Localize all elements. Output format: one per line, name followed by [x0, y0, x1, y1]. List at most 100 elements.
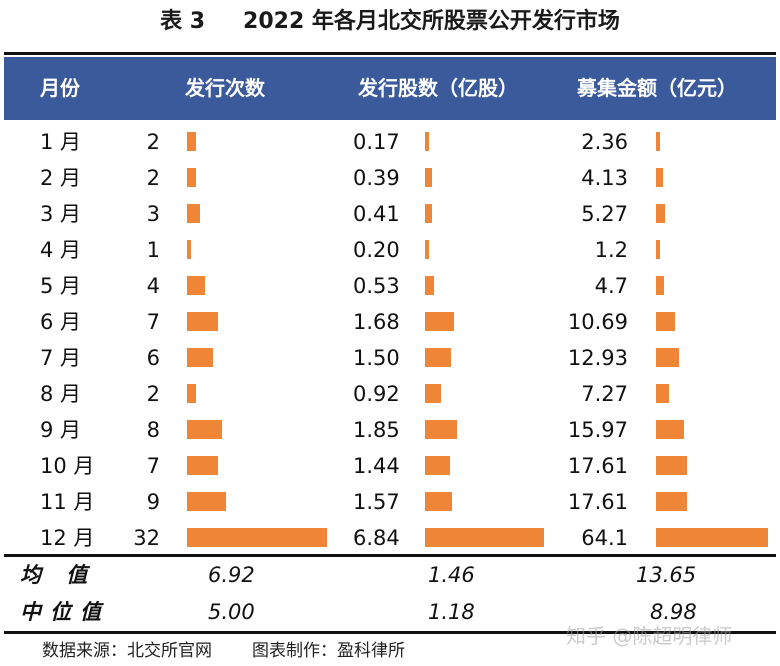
top-rule	[4, 52, 776, 55]
month-cell: 5 月	[40, 274, 82, 298]
table-row: 10 月 7 1.44 17.61	[0, 448, 780, 484]
shares-value: 0.39	[353, 166, 400, 190]
chart-credit: 图表制作：盈科律所	[252, 641, 405, 661]
count-value: 8	[146, 418, 160, 442]
table-row: 9 月 8 1.85 15.97	[0, 412, 780, 448]
count-bar	[187, 204, 200, 223]
count-bar	[187, 348, 213, 367]
shares-bar	[425, 312, 454, 331]
shares-value: 6.84	[353, 526, 400, 550]
shares-bar	[425, 276, 434, 295]
count-bar	[187, 132, 196, 151]
month-cell: 12 月	[40, 526, 95, 550]
shares-value: 0.17	[353, 130, 400, 154]
count-value: 4	[146, 274, 160, 298]
month-cell: 11 月	[40, 490, 95, 514]
shares-value: 0.20	[353, 238, 400, 262]
shares-bar	[425, 348, 451, 367]
amount-value: 7.27	[581, 382, 628, 406]
count-bar	[187, 312, 218, 331]
amount-bar	[656, 456, 687, 475]
month-cell: 4 月	[40, 238, 82, 262]
count-value: 9	[146, 490, 160, 514]
count-value: 1	[146, 238, 160, 262]
table-title: 2022 年各月北交所股票公开发行市场	[243, 9, 620, 34]
amount-value: 64.1	[581, 526, 628, 550]
amount-bar	[656, 240, 660, 259]
median-shares: 1.18	[428, 600, 475, 624]
amount-bar	[656, 420, 684, 439]
header-amount: 募集金额（亿元）	[577, 76, 737, 100]
count-value: 2	[146, 130, 160, 154]
month-cell: 6 月	[40, 310, 82, 334]
table-row: 2 月 2 0.39 4.13	[0, 160, 780, 196]
amount-bar	[656, 492, 687, 511]
amount-value: 15.97	[567, 418, 628, 442]
shares-value: 1.85	[353, 418, 400, 442]
shares-bar	[425, 528, 544, 547]
amount-value: 17.61	[567, 454, 628, 478]
median-amount: 8.98	[650, 600, 697, 624]
median-label: 中位值	[20, 600, 110, 624]
month-cell: 7 月	[40, 346, 82, 370]
amount-bar	[656, 168, 663, 187]
page-title: 表 3 2022 年各月北交所股票公开发行市场	[0, 4, 780, 40]
table-row: 12 月 32 6.84 64.1	[0, 520, 780, 556]
count-bar	[187, 528, 327, 547]
table-header: 月份 发行次数 发行股数（亿股） 募集金额（亿元）	[4, 57, 776, 120]
shares-bar	[425, 204, 432, 223]
count-bar	[187, 276, 205, 295]
amount-value: 4.13	[581, 166, 628, 190]
count-value: 3	[146, 202, 160, 226]
amount-value: 2.36	[581, 130, 628, 154]
table-row: 5 月 4 0.53 4.7	[0, 268, 780, 304]
count-bar	[187, 168, 196, 187]
mean-count: 6.92	[208, 563, 255, 587]
amount-bar	[656, 528, 768, 547]
amount-bar	[656, 204, 665, 223]
shares-value: 1.44	[353, 454, 400, 478]
count-value: 7	[146, 454, 160, 478]
table-row: 4 月 1 0.20 1.2	[0, 232, 780, 268]
data-source: 数据来源：北交所官网	[42, 641, 212, 661]
table-row: 8 月 2 0.92 7.27	[0, 376, 780, 412]
month-cell: 3 月	[40, 202, 82, 226]
count-value: 2	[146, 166, 160, 190]
amount-bar	[656, 276, 664, 295]
month-cell: 1 月	[40, 130, 82, 154]
shares-bar	[425, 168, 432, 187]
table-row: 3 月 3 0.41 5.27	[0, 196, 780, 232]
table-row: 11 月 9 1.57 17.61	[0, 484, 780, 520]
amount-bar	[656, 312, 675, 331]
mean-amount: 13.65	[636, 563, 697, 587]
month-cell: 8 月	[40, 382, 82, 406]
header-shares: 发行股数（亿股）	[358, 76, 518, 100]
shares-value: 1.68	[353, 310, 400, 334]
shares-bar	[425, 384, 441, 403]
shares-value: 0.53	[353, 274, 400, 298]
amount-value: 4.7	[594, 274, 628, 298]
shares-value: 0.41	[353, 202, 400, 226]
count-bar	[187, 240, 191, 259]
shares-value: 1.50	[353, 346, 400, 370]
count-value: 7	[146, 310, 160, 334]
amount-value: 17.61	[567, 490, 628, 514]
count-bar	[187, 420, 222, 439]
header-count: 发行次数	[185, 76, 265, 100]
shares-bar	[425, 420, 457, 439]
shares-bar	[425, 456, 450, 475]
amount-value: 10.69	[567, 310, 628, 334]
amount-value: 5.27	[581, 202, 628, 226]
month-cell: 10 月	[40, 454, 95, 478]
shares-value: 1.57	[353, 490, 400, 514]
shares-value: 0.92	[353, 382, 400, 406]
count-bar	[187, 492, 226, 511]
watermark: 知乎 @陈超明律师	[566, 624, 733, 648]
mean-label: 均 值	[20, 563, 97, 587]
amount-bar	[656, 132, 660, 151]
count-value: 6	[146, 346, 160, 370]
shares-bar	[425, 240, 429, 259]
mean-row: 均 值 6.92 1.46 13.65	[0, 557, 780, 594]
count-bar	[187, 384, 196, 403]
month-cell: 9 月	[40, 418, 82, 442]
